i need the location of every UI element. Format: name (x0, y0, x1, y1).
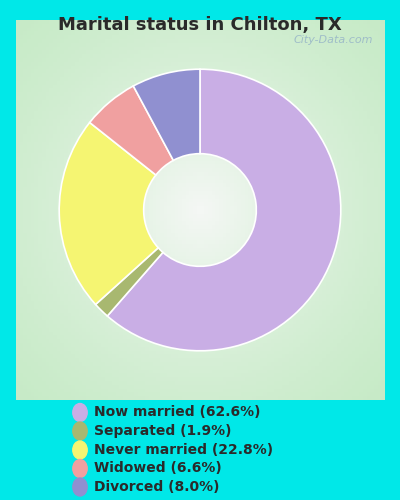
Text: Separated (1.9%): Separated (1.9%) (94, 424, 232, 438)
Text: Divorced (8.0%): Divorced (8.0%) (94, 480, 220, 494)
Text: Widowed (6.6%): Widowed (6.6%) (94, 462, 222, 475)
Wedge shape (133, 69, 200, 160)
Text: Now married (62.6%): Now married (62.6%) (94, 406, 260, 419)
Wedge shape (96, 248, 163, 316)
Text: City-Data.com: City-Data.com (294, 35, 373, 45)
Text: Marital status in Chilton, TX: Marital status in Chilton, TX (58, 16, 342, 34)
Wedge shape (59, 122, 158, 304)
Wedge shape (90, 86, 173, 175)
Text: Never married (22.8%): Never married (22.8%) (94, 443, 273, 457)
Wedge shape (107, 69, 341, 351)
